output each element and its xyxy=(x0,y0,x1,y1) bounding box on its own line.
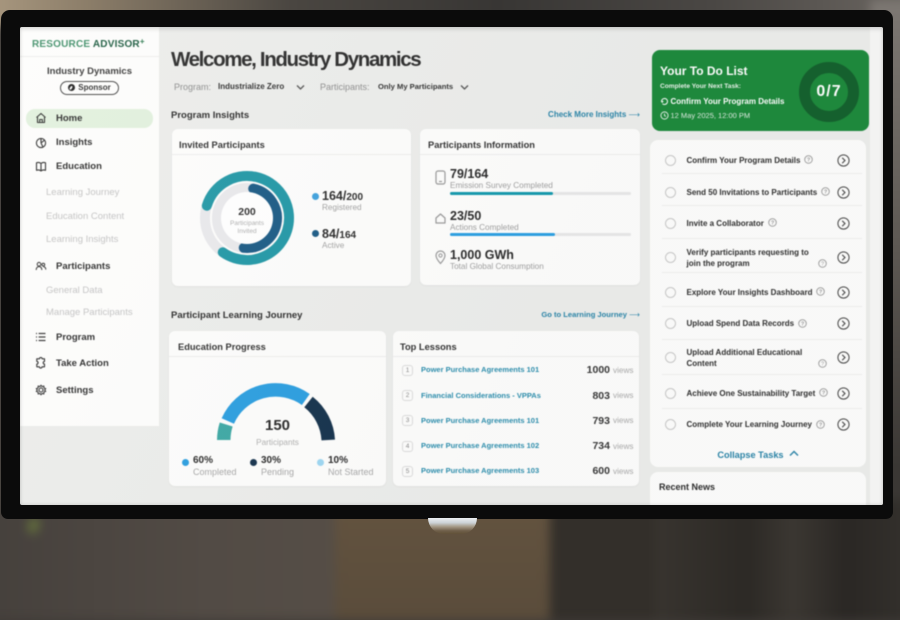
svg-text:?: ? xyxy=(819,422,823,428)
svg-text:?: ? xyxy=(771,221,775,227)
svg-text:200: 200 xyxy=(238,206,256,218)
svg-text:?: ? xyxy=(801,321,805,327)
svg-text:?: ? xyxy=(819,290,823,296)
svg-text:?: ? xyxy=(821,361,824,367)
svg-text:?: ? xyxy=(821,261,824,267)
svg-text:?: ? xyxy=(824,190,828,196)
svg-text:Participants: Participants xyxy=(230,220,265,227)
svg-text:?: ? xyxy=(807,158,811,164)
svg-text:Invited: Invited xyxy=(237,228,257,235)
svg-text:?: ? xyxy=(822,391,826,397)
